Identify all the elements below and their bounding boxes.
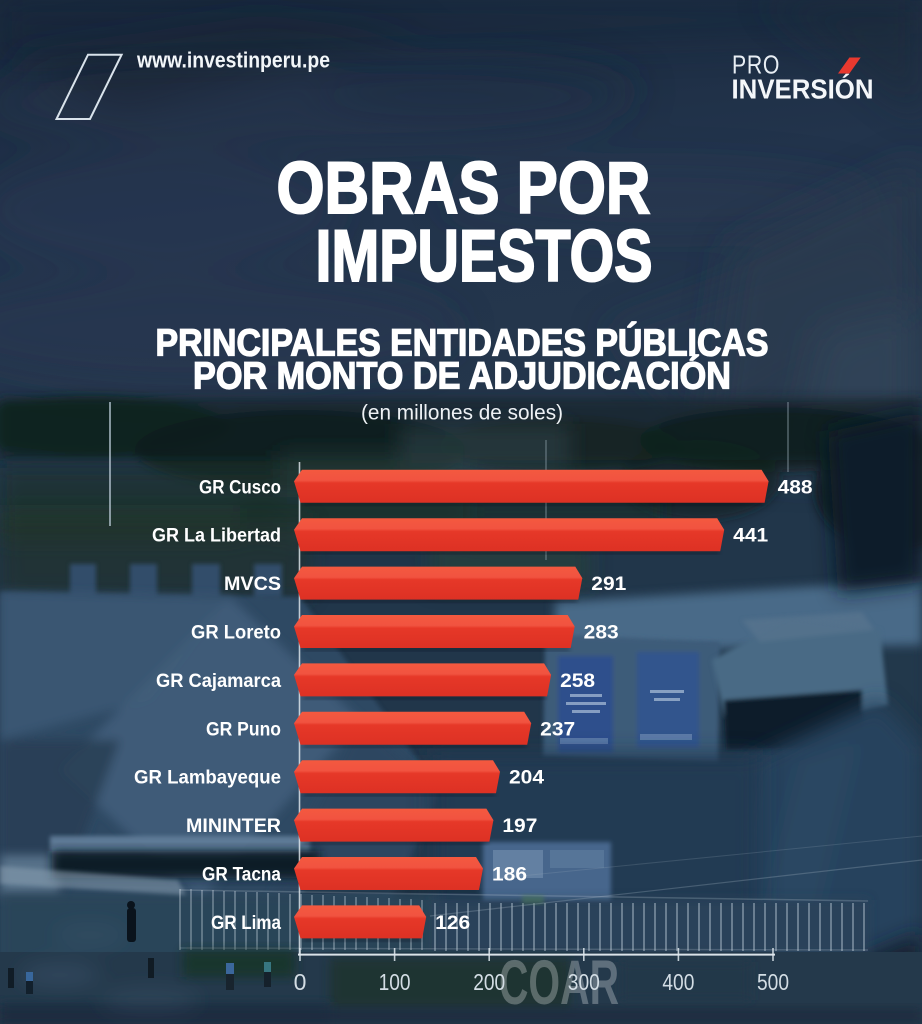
svg-text:GR Tacna: GR Tacna bbox=[202, 864, 281, 886]
svg-text:200: 200 bbox=[473, 969, 505, 995]
svg-text:OBRAS POR: OBRAS POR bbox=[277, 148, 651, 229]
svg-text:GR Lima: GR Lima bbox=[211, 912, 281, 934]
svg-text:204: 204 bbox=[509, 767, 544, 789]
svg-text:100: 100 bbox=[379, 969, 411, 995]
svg-text:197: 197 bbox=[502, 815, 537, 837]
svg-text:237: 237 bbox=[540, 718, 575, 740]
svg-text:0: 0 bbox=[294, 969, 307, 995]
svg-text:400: 400 bbox=[662, 969, 694, 995]
svg-text:GR Cajamarca: GR Cajamarca bbox=[156, 670, 281, 692]
svg-text:186: 186 bbox=[492, 864, 527, 886]
svg-text:www.investinperu.pe: www.investinperu.pe bbox=[136, 48, 330, 73]
svg-text:GR Lambayeque: GR Lambayeque bbox=[134, 767, 281, 789]
svg-text:PRINCIPALES ENTIDADES PÚBLICAS: PRINCIPALES ENTIDADES PÚBLICAS bbox=[156, 321, 769, 365]
svg-text:GR Loreto: GR Loreto bbox=[191, 622, 281, 644]
svg-text:500: 500 bbox=[757, 969, 789, 995]
svg-text:291: 291 bbox=[591, 573, 626, 595]
svg-text:IMPUESTOS: IMPUESTOS bbox=[316, 216, 653, 297]
svg-text:GR Cusco: GR Cusco bbox=[199, 476, 281, 498]
svg-text:126: 126 bbox=[435, 912, 470, 934]
svg-text:258: 258 bbox=[560, 670, 595, 692]
svg-text:PRO: PRO bbox=[732, 50, 780, 80]
svg-text:MININTER: MININTER bbox=[186, 815, 281, 837]
svg-text:GR La Libertad: GR La Libertad bbox=[152, 525, 281, 547]
svg-text:(en millones de soles): (en millones de soles) bbox=[361, 402, 563, 425]
svg-text:300: 300 bbox=[568, 969, 600, 995]
svg-text:GR Puno: GR Puno bbox=[206, 718, 281, 740]
svg-text:283: 283 bbox=[584, 622, 619, 644]
svg-text:MVCS: MVCS bbox=[224, 573, 281, 595]
svg-text:488: 488 bbox=[778, 476, 813, 498]
svg-text:COAR: COAR bbox=[499, 948, 619, 1018]
svg-text:POR MONTO DE ADJUDICACIÓN: POR MONTO DE ADJUDICACIÓN bbox=[193, 354, 731, 398]
svg-text:INVERSIÓN: INVERSIÓN bbox=[732, 74, 874, 105]
svg-text:441: 441 bbox=[733, 525, 768, 547]
